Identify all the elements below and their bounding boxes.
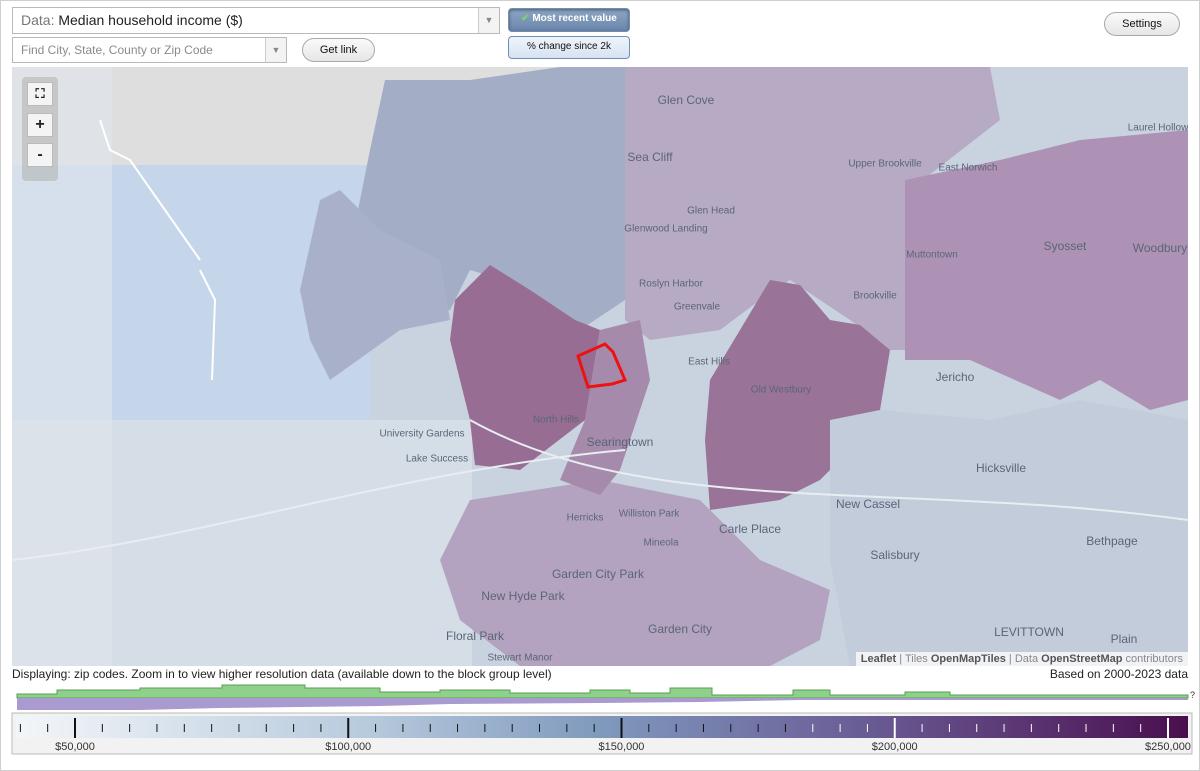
- most-recent-toggle[interactable]: ✔ Most recent value: [508, 8, 630, 32]
- place-label: Herricks: [567, 513, 604, 524]
- place-label: Garden City Park: [552, 567, 645, 581]
- place-label: East Norwich: [939, 163, 998, 174]
- place-label: Carle Place: [719, 522, 781, 536]
- region-garden-city: [440, 480, 830, 666]
- region-hicksville: [830, 400, 1188, 666]
- place-label: Stewart Manor: [487, 653, 553, 664]
- place-label: Garden City: [648, 622, 712, 636]
- search-arrow[interactable]: ▼: [265, 38, 286, 62]
- attr-contributors: contributors: [1125, 653, 1183, 665]
- attr-osm[interactable]: OpenStreetMap: [1041, 653, 1123, 665]
- region-manhasset: [450, 265, 600, 470]
- place-label: Hicksville: [976, 461, 1026, 475]
- settings-button[interactable]: Settings: [1104, 12, 1180, 36]
- place-label: Lake Success: [406, 454, 468, 465]
- place-label: Glen Head: [687, 206, 735, 217]
- zoom-control: ⛶ + -: [22, 77, 58, 181]
- zoom-in-button[interactable]: +: [27, 113, 53, 137]
- place-label: Glen Cove: [658, 93, 715, 107]
- place-label: Bethpage: [1086, 534, 1138, 548]
- place-label: Brookville: [853, 291, 897, 302]
- place-label: Roslyn Harbor: [639, 279, 704, 290]
- displaying-note: Displaying: zip codes. Zoom in to view h…: [12, 667, 552, 681]
- place-label: East Hills: [688, 357, 730, 368]
- most-recent-label: Most recent value: [532, 13, 617, 24]
- map-svg: Glen Cove Sea Cliff Glen Head Glenwood Land…: [12, 67, 1188, 666]
- place-label: Glenwood Landing: [624, 224, 707, 235]
- based-on-note: Based on 2000-2023 data: [1049, 667, 1188, 681]
- place-label: Jericho: [936, 370, 975, 384]
- place-label: North Hills: [533, 415, 579, 426]
- map[interactable]: Glen Cove Sea Cliff Glen Head Glenwood Land…: [12, 67, 1188, 666]
- region-roslyn: [560, 320, 650, 495]
- place-label: Woodbury: [1133, 241, 1187, 255]
- place-label: Searingtown: [587, 435, 654, 449]
- data-label: Data:: [21, 12, 55, 28]
- attr-tiles: Tiles: [904, 653, 928, 665]
- place-label: New Cassel: [836, 497, 900, 511]
- place-label: University Gardens: [379, 429, 464, 440]
- attr-leaflet[interactable]: Leaflet: [860, 653, 897, 665]
- dropdown-arrow[interactable]: ▼: [478, 8, 499, 33]
- place-label: Sea Cliff: [627, 150, 673, 164]
- roads: [99, 119, 217, 381]
- search-input[interactable]: Find City, State, County or Zip Code ▼: [12, 37, 287, 63]
- place-label: New Hyde Park: [481, 589, 565, 603]
- region-syosset: [905, 130, 1188, 410]
- place-label: Mineola: [643, 538, 678, 549]
- data-value: Median household income ($): [58, 12, 243, 28]
- place-label: LEVITTOWN: [994, 625, 1064, 639]
- place-label: Greenvale: [674, 302, 721, 313]
- data-select[interactable]: Data: Median household income ($) ▼: [12, 7, 500, 34]
- place-label: Upper Brookville: [848, 159, 922, 170]
- get-link-button[interactable]: Get link: [302, 38, 375, 62]
- attr-openmaptiles[interactable]: OpenMapTiles: [930, 653, 1006, 665]
- attribution: Leaflet | Tiles OpenMapTiles | Data Open…: [855, 652, 1188, 666]
- roads-south: [12, 419, 1188, 561]
- place-label: Syosset: [1044, 239, 1087, 253]
- place-label: Williston Park: [619, 509, 681, 520]
- change-toggle[interactable]: % change since 2k: [508, 36, 630, 59]
- place-label: Salisbury: [870, 548, 919, 562]
- zoom-out-button[interactable]: -: [27, 143, 53, 167]
- place-label: Muttontown: [906, 250, 958, 261]
- attr-sep: |: [1008, 653, 1012, 665]
- place-label: Laurel Hollow: [1128, 123, 1188, 134]
- place-label: Floral Park: [446, 629, 505, 643]
- attr-sep: |: [899, 653, 903, 665]
- place-label: Old Westbury: [751, 385, 811, 396]
- search-placeholder: Find City, State, County or Zip Code: [21, 43, 213, 57]
- region-kings-point: [300, 190, 450, 380]
- place-label: Plain: [1111, 632, 1138, 646]
- selected-zip[interactable]: [576, 342, 628, 389]
- attr-data: Data: [1014, 653, 1039, 665]
- fullscreen-button[interactable]: ⛶: [27, 82, 53, 106]
